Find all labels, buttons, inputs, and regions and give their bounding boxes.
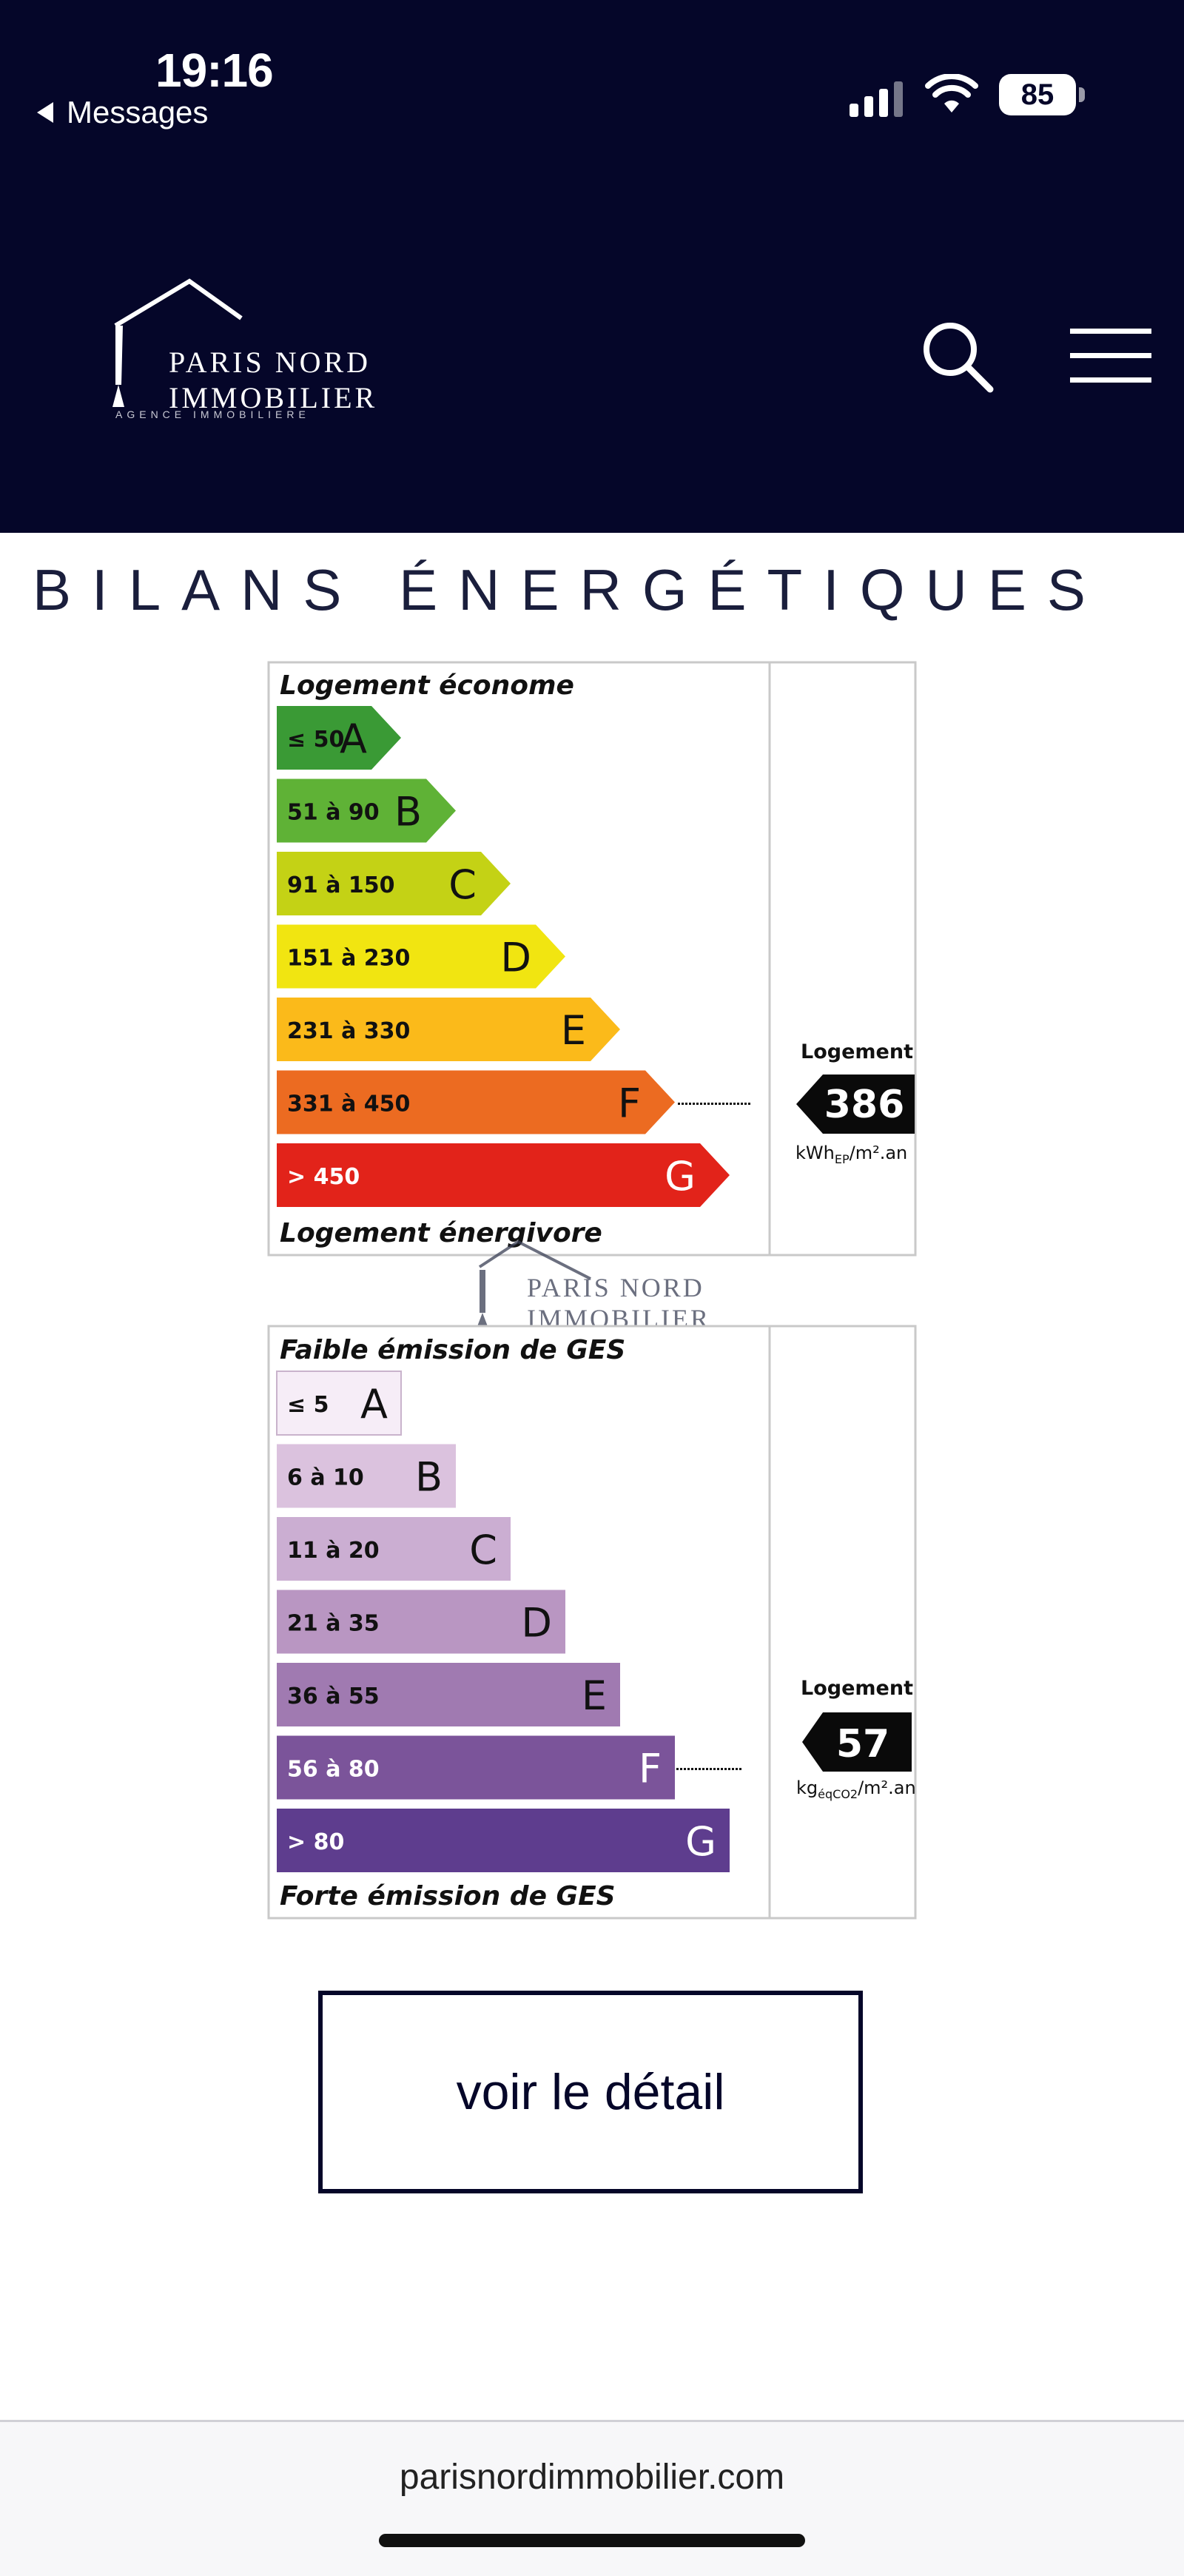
energy-bar-c bbox=[277, 852, 511, 915]
ges-letter-g: G bbox=[685, 1818, 716, 1865]
energy-bar-f bbox=[277, 1070, 675, 1134]
energy-value-label: Logement bbox=[801, 1040, 913, 1063]
battery-indicator: 85 bbox=[999, 74, 1076, 115]
energy-chart: Logement économe Logement énergivore ≤ 5… bbox=[267, 661, 917, 1257]
energy-range-d: 151 à 230 bbox=[287, 946, 410, 972]
watermark-logo: PARIS NORD IMMOBILIER bbox=[475, 1240, 710, 1334]
ges-top-label: Faible émission de GES bbox=[280, 1335, 625, 1365]
energy-range-b: 51 à 90 bbox=[287, 800, 380, 826]
energy-top-label: Logement économe bbox=[280, 670, 574, 701]
ges-chart: Faible émission de GES Forte émission de… bbox=[267, 1325, 917, 1920]
ges-value: 57 bbox=[836, 1722, 889, 1766]
back-arrow-icon bbox=[37, 102, 53, 123]
ges-letter-f: F bbox=[639, 1746, 662, 1792]
energy-bar-g bbox=[277, 1143, 730, 1207]
energy-bar-a bbox=[277, 706, 401, 770]
energy-letter-e: E bbox=[561, 1007, 586, 1054]
ges-range-a: ≤ 5 bbox=[287, 1392, 329, 1418]
ges-range-f: 56 à 80 bbox=[287, 1757, 380, 1783]
ges-range-d: 21 à 35 bbox=[287, 1611, 380, 1637]
energy-letter-f: F bbox=[618, 1080, 641, 1127]
ges-unit: kgéqCO2/m².an bbox=[796, 1778, 916, 1801]
ges-letter-b: B bbox=[415, 1454, 443, 1501]
logo-line2: IMMOBILIER bbox=[169, 381, 378, 414]
energy-bar-b bbox=[277, 778, 456, 843]
energy-bar-d bbox=[277, 924, 565, 989]
energy-letter-a: A bbox=[340, 716, 367, 762]
wifi-icon bbox=[925, 74, 978, 112]
ges-bar-a bbox=[276, 1371, 402, 1436]
ges-bar-b bbox=[277, 1444, 456, 1508]
logo-line1: PARIS NORD bbox=[169, 346, 371, 379]
search-icon[interactable] bbox=[921, 320, 995, 394]
ges-bar-g bbox=[277, 1809, 730, 1872]
energy-letter-b: B bbox=[394, 789, 422, 835]
energy-letter-d: D bbox=[500, 935, 531, 981]
watermark-line2: IMMOBILIER bbox=[527, 1304, 710, 1334]
energy-range-g: > 450 bbox=[287, 1164, 360, 1190]
ges-range-g: > 80 bbox=[287, 1829, 344, 1855]
energy-range-f: 331 à 450 bbox=[287, 1092, 410, 1117]
energy-value-marker bbox=[796, 1075, 915, 1134]
browser-footer bbox=[0, 2420, 1184, 2576]
ges-bottom-label: Forte émission de GES bbox=[280, 1881, 616, 1911]
energy-value: 386 bbox=[824, 1083, 905, 1127]
energy-range-c: 91 à 150 bbox=[287, 872, 395, 898]
logo-house-icon[interactable] bbox=[71, 266, 389, 444]
home-indicator[interactable] bbox=[379, 2534, 805, 2547]
ges-bar-c bbox=[277, 1517, 511, 1581]
ges-bar-e bbox=[277, 1663, 620, 1726]
logo-tagline: AGENCE IMMOBILIERE bbox=[115, 408, 310, 420]
energy-letter-c: C bbox=[448, 861, 477, 908]
ges-letter-e: E bbox=[582, 1672, 607, 1719]
back-label: Messages bbox=[67, 95, 209, 130]
ges-bar-f bbox=[277, 1735, 675, 1800]
ges-letter-c: C bbox=[469, 1527, 497, 1573]
cellular-signal-icon bbox=[850, 81, 903, 117]
view-detail-button[interactable]: voir le détail bbox=[318, 1991, 863, 2193]
ges-range-e: 36 à 55 bbox=[287, 1684, 380, 1709]
energy-range-a: ≤ 50 bbox=[287, 727, 344, 753]
ges-range-b: 6 à 10 bbox=[287, 1465, 364, 1491]
energy-bottom-label: Logement énergivore bbox=[280, 1218, 602, 1248]
page-title: BILANS ÉNERGÉTIQUES bbox=[33, 557, 1106, 622]
energy-range-e: 231 à 330 bbox=[287, 1018, 410, 1044]
ges-range-c: 11 à 20 bbox=[287, 1538, 380, 1564]
status-time: 19:16 bbox=[155, 44, 274, 97]
battery-tip bbox=[1079, 87, 1085, 102]
back-to-messages[interactable]: Messages bbox=[37, 95, 208, 130]
ges-bar-d bbox=[277, 1590, 565, 1654]
energy-letter-g: G bbox=[665, 1153, 696, 1200]
ges-value-marker bbox=[802, 1712, 912, 1772]
ges-letter-a: A bbox=[360, 1381, 388, 1427]
menu-icon[interactable] bbox=[1070, 326, 1151, 385]
energy-unit: kWhEP/m².an bbox=[796, 1143, 907, 1166]
watermark-line1: PARIS NORD bbox=[527, 1273, 704, 1302]
ges-value-label: Logement bbox=[801, 1677, 913, 1700]
energy-bar-e bbox=[277, 998, 620, 1061]
footer-url[interactable]: parisnordimmobilier.com bbox=[399, 2458, 785, 2497]
ges-letter-d: D bbox=[521, 1600, 552, 1647]
